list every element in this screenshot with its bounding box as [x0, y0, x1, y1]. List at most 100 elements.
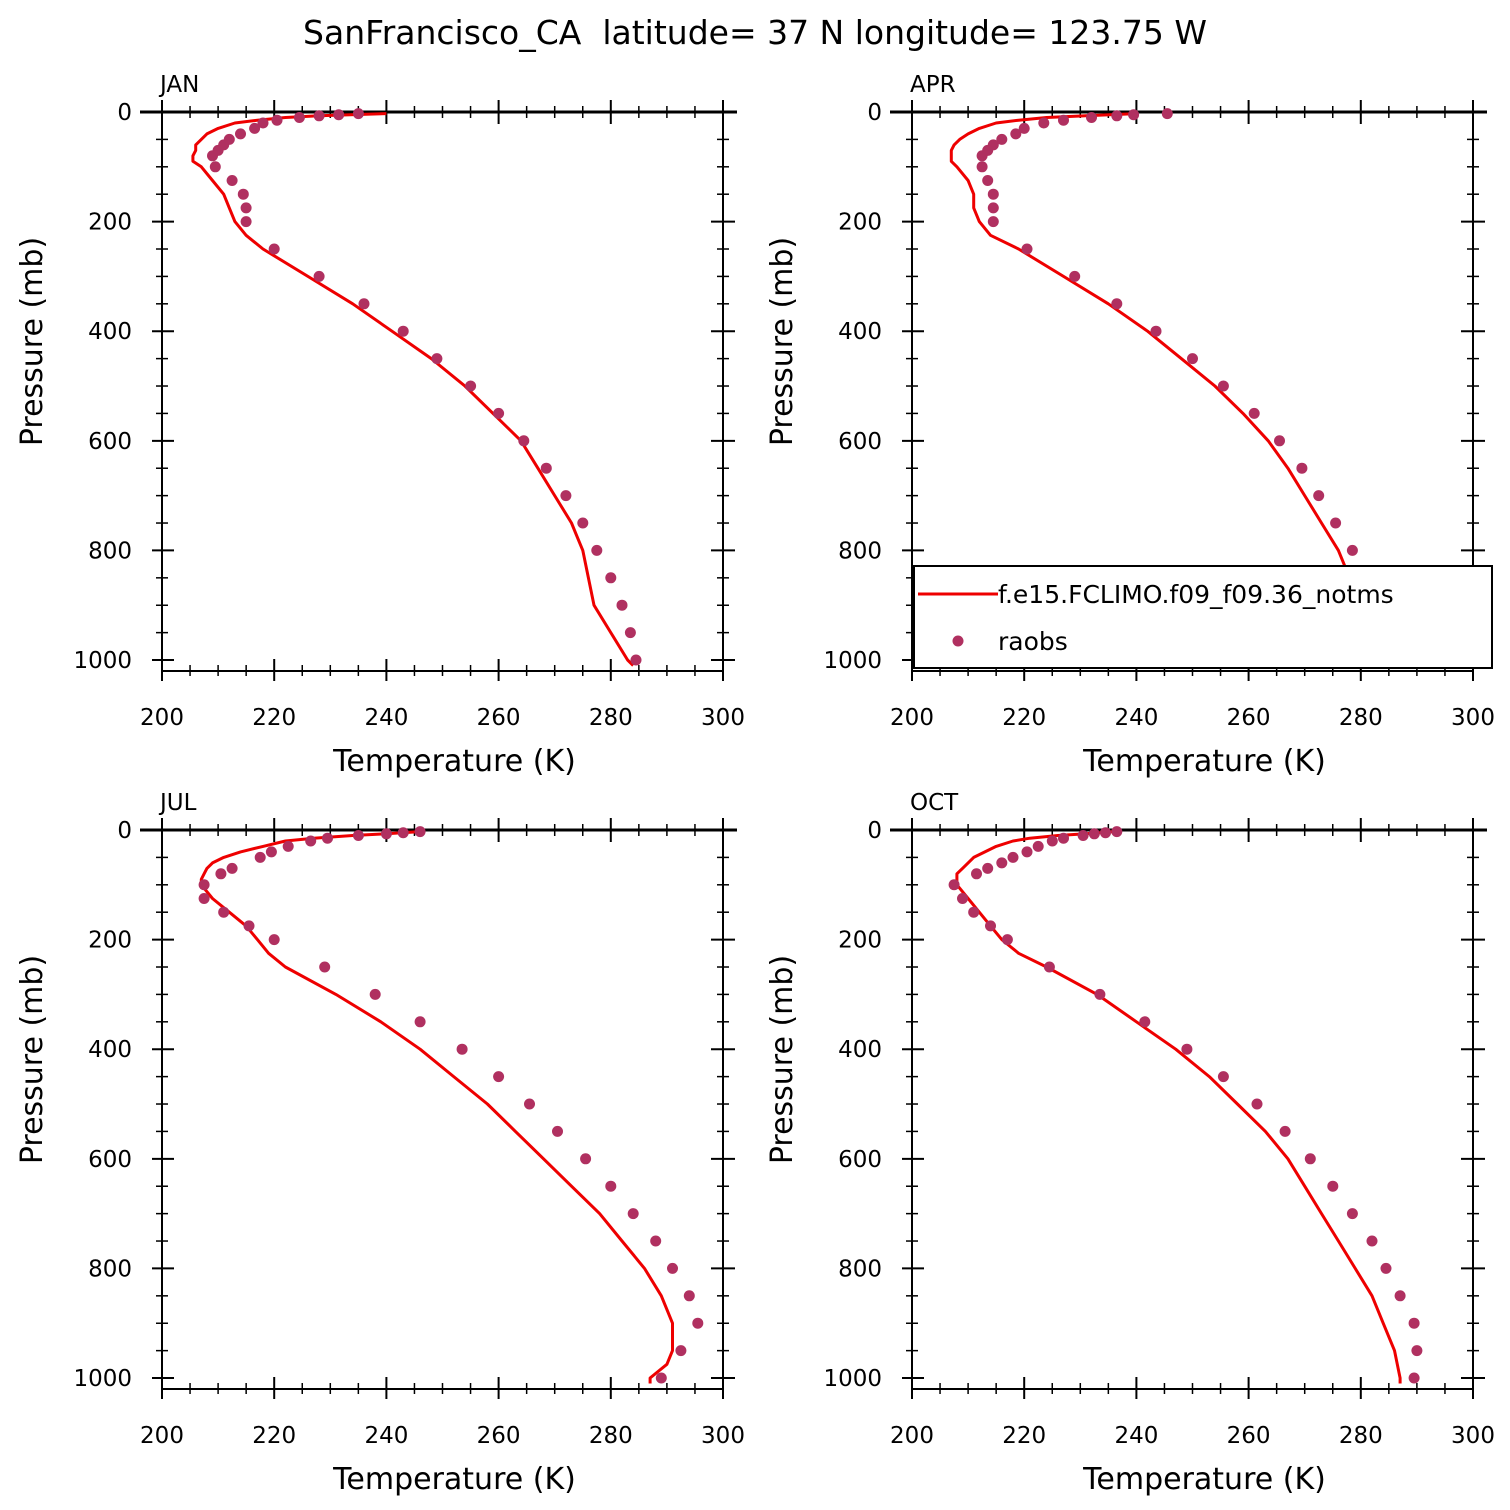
raobs-point — [667, 1262, 678, 1274]
raobs-point — [198, 879, 210, 891]
raobs-point — [1086, 112, 1097, 123]
raobs-point — [431, 353, 443, 365]
raobs-point — [948, 879, 960, 891]
panel-title: JUL — [158, 790, 197, 816]
raobs-point — [465, 380, 477, 392]
panel-jan: 0 200 400 600 800 1000 200 220 240 260 280 300 JAN Te… — [15, 72, 745, 779]
raobs-point — [268, 934, 280, 946]
raobs-point — [414, 1016, 426, 1028]
raobs-point — [1021, 243, 1033, 255]
panels: 0 200 400 600 800 1000 200 220 240 260 280 300 JAN Te… — [15, 72, 1495, 1497]
raobs-point — [397, 325, 409, 337]
raobs-point — [630, 654, 642, 666]
raobs-point — [1411, 1345, 1423, 1357]
x-tick-label: 220 — [252, 1423, 296, 1449]
raobs-point — [1077, 830, 1089, 841]
raobs-point — [369, 988, 381, 1000]
raobs-point — [1187, 353, 1198, 365]
x-tick-label: 200 — [890, 705, 934, 731]
raobs-point — [976, 150, 988, 162]
raobs-point — [580, 1153, 592, 1165]
raobs-point — [996, 857, 1008, 869]
raobs-point — [1330, 517, 1342, 529]
raobs-point — [1380, 1262, 1392, 1274]
x-tick-label: 200 — [140, 1423, 184, 1449]
raobs-point — [605, 572, 617, 584]
x-tick-label: 200 — [140, 705, 184, 731]
x-tick-label: 280 — [1339, 705, 1383, 731]
x-tick-label: 260 — [1227, 705, 1271, 731]
y-tick-label: 800 — [838, 1256, 882, 1282]
x-tick-label: 240 — [364, 705, 408, 731]
raobs-point — [1128, 109, 1140, 121]
raobs-point — [209, 161, 221, 173]
raobs-point — [1217, 1071, 1229, 1083]
y-tick-label: 0 — [117, 100, 132, 126]
raobs-point — [1366, 1235, 1378, 1247]
raobs-point — [987, 202, 999, 214]
plot-frame — [911, 829, 1474, 1390]
raobs-point — [1279, 1125, 1291, 1137]
model-profile-line — [199, 830, 674, 1384]
raobs-point — [237, 188, 249, 200]
raobs-point — [271, 114, 283, 126]
raobs-point — [540, 462, 552, 474]
raobs-point — [243, 920, 255, 932]
x-tick-label: 300 — [1451, 705, 1495, 731]
raobs-point — [675, 1345, 687, 1357]
raobs-point — [957, 893, 968, 904]
x-axis-label: Temperature (K) — [1082, 1462, 1326, 1497]
raobs-point — [1274, 435, 1285, 447]
figure-title: SanFrancisco_CA latitude= 37 N longitude… — [303, 13, 1207, 52]
x-tick-label: 220 — [1002, 705, 1046, 731]
raobs-point — [1296, 462, 1308, 474]
raobs-point — [577, 517, 589, 529]
raobs-point — [293, 112, 305, 123]
raobs-point — [493, 1071, 505, 1083]
y-tick-label: 600 — [838, 1147, 882, 1173]
raobs-point — [1088, 828, 1100, 840]
x-axis-label: Temperature (K) — [332, 1462, 576, 1497]
x-tick-label: 300 — [701, 1423, 745, 1449]
raobs-point — [552, 1125, 563, 1137]
panel-title: APR — [910, 72, 956, 98]
x-tick-label: 280 — [1339, 1423, 1383, 1449]
panel-apr: 0 200 400 600 800 1000 200 220 240 260 280 300 APR Te… — [765, 72, 1495, 779]
raobs-point — [397, 827, 409, 839]
raobs-point — [1010, 128, 1022, 140]
panel-oct: 0 200 400 600 800 1000 200 220 240 260 280 300 OCT Te… — [765, 790, 1495, 1497]
legend-label-raobs: raobs — [998, 627, 1068, 656]
model-profile-line — [955, 830, 1402, 1384]
plot-frame — [161, 829, 724, 1390]
raobs-point — [982, 862, 994, 874]
raobs-point — [1058, 114, 1069, 126]
legend-label-model: f.e15.FCLIMO.f09_f09.36_notms — [998, 580, 1394, 609]
raobs-point — [1038, 117, 1050, 129]
raobs-point — [1313, 490, 1325, 502]
x-tick-label: 200 — [890, 1423, 934, 1449]
y-tick-label: 1000 — [73, 648, 132, 674]
raobs-point — [493, 407, 505, 419]
raobs-point — [1032, 840, 1044, 852]
raobs-point — [1094, 988, 1106, 1000]
y-tick-label: 0 — [867, 818, 882, 844]
raobs-point — [1248, 407, 1260, 419]
raobs-point — [1251, 1098, 1263, 1110]
raobs-point — [616, 599, 628, 611]
raobs-point — [235, 128, 246, 140]
raobs-point — [971, 868, 982, 880]
x-axis-label: Temperature (K) — [332, 744, 576, 779]
raobs-point — [1007, 851, 1019, 863]
raobs-point — [591, 544, 603, 556]
y-axis-label: Pressure (mb) — [765, 955, 800, 1164]
raobs-point — [240, 202, 252, 214]
raobs-point — [1394, 1290, 1406, 1302]
raobs-point — [1150, 325, 1162, 337]
raobs-point — [1304, 1153, 1316, 1165]
raobs-point — [352, 108, 364, 120]
x-tick-label: 220 — [1002, 1423, 1046, 1449]
raobs-point — [1181, 1043, 1193, 1055]
raobs-point — [226, 175, 238, 186]
raobs-point — [605, 1180, 617, 1192]
